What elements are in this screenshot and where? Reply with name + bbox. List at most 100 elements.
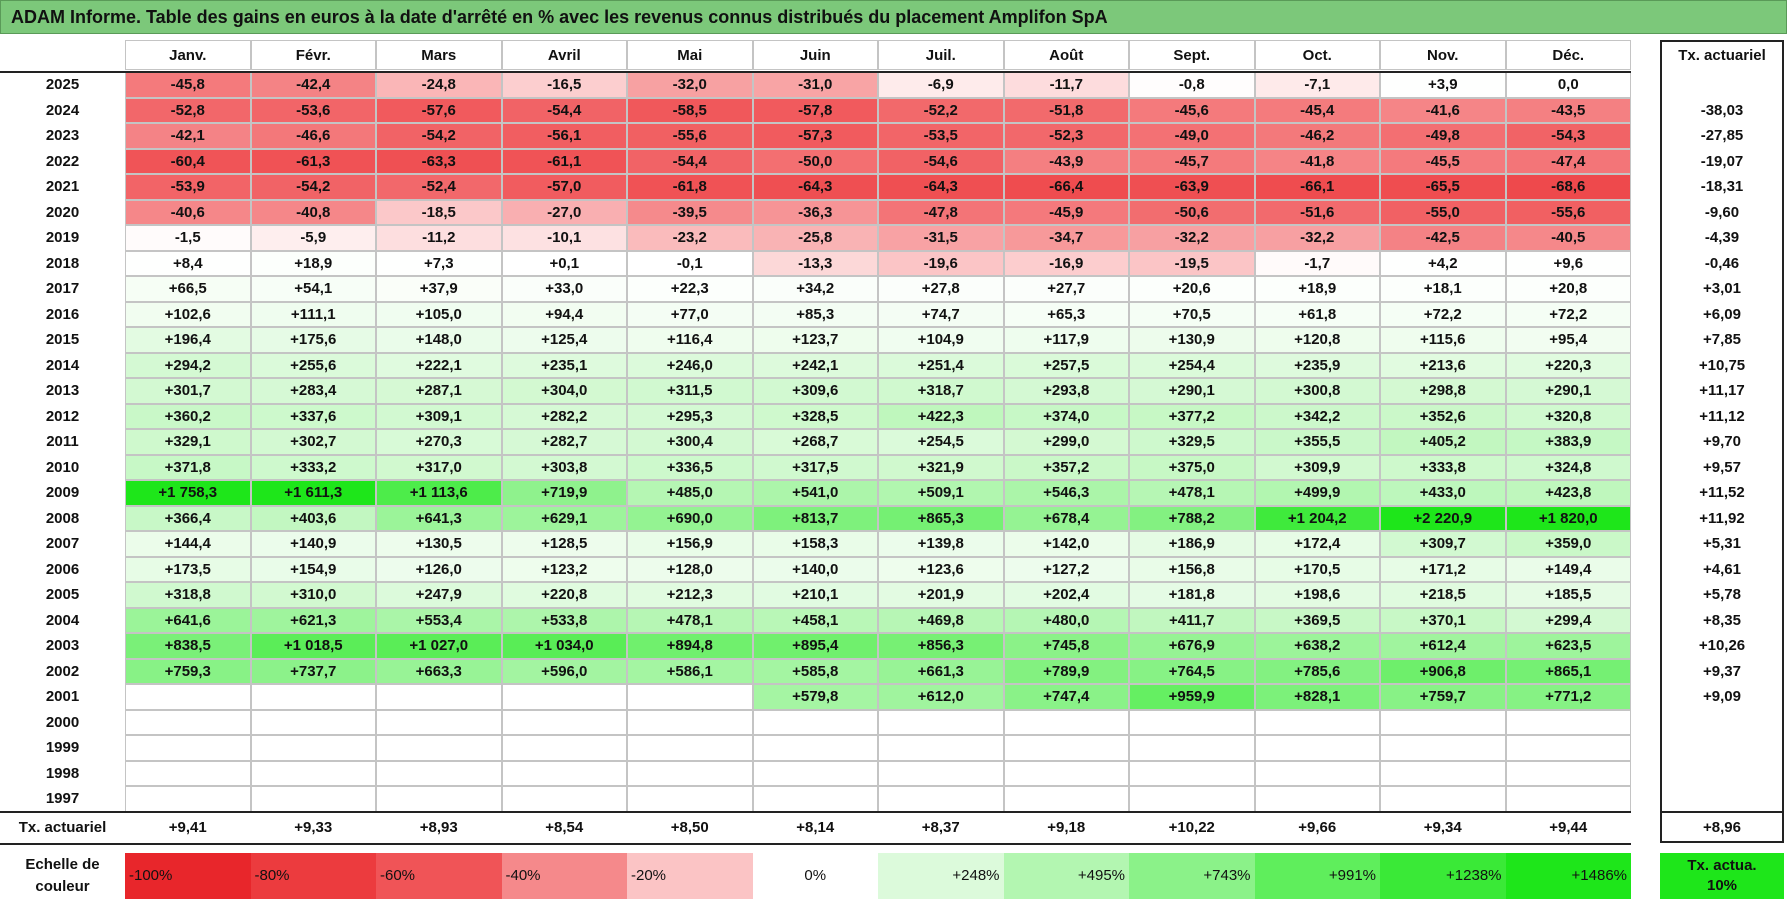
- value-cell: +220,8: [501, 582, 627, 608]
- value-cell: +171,2: [1380, 556, 1506, 582]
- value-cell: +813,7: [752, 505, 878, 531]
- year-label: 1998: [45, 764, 80, 782]
- value-cell: -60,4: [125, 148, 251, 174]
- value-cell: +20,8: [1505, 276, 1631, 302]
- value-cell: +318,7: [878, 378, 1004, 404]
- value-cell: +355,5: [1254, 429, 1380, 455]
- summary-cell: +8,50: [670, 819, 709, 836]
- value-cell: [501, 709, 627, 735]
- value-cell: +254,4: [1129, 352, 1255, 378]
- year-label: 2012: [45, 407, 80, 425]
- value-cell: +0,1: [501, 250, 627, 276]
- value-cell: +309,7: [1380, 531, 1506, 557]
- value-cell: +383,9: [1505, 429, 1631, 455]
- value-cell: +1 820,0: [1505, 505, 1631, 531]
- value-cell: [1505, 760, 1631, 786]
- value-cell: +403,6: [250, 505, 376, 531]
- value-cell: +74,7: [878, 301, 1004, 327]
- value-cell: +149,4: [1505, 556, 1631, 582]
- year-label: 2023: [45, 127, 80, 145]
- value-cell: +719,9: [501, 480, 627, 506]
- value-cell: +201,9: [878, 582, 1004, 608]
- value-cell: +737,7: [250, 658, 376, 684]
- value-cell: -31,5: [878, 225, 1004, 251]
- value-cell: +144,4: [125, 531, 251, 557]
- scale-stop: 0%: [752, 852, 878, 899]
- value-cell: [1129, 709, 1255, 735]
- value-cell: +1 611,3: [250, 480, 376, 506]
- column-header: Mars: [376, 40, 502, 70]
- value-cell: +293,8: [1003, 378, 1129, 404]
- value-cell: [878, 760, 1004, 786]
- value-cell: -41,8: [1254, 148, 1380, 174]
- value-cell: -16,5: [501, 72, 627, 98]
- value-cell: +759,7: [1380, 684, 1506, 710]
- value-cell: +317,5: [752, 454, 878, 480]
- value-cell: -52,3: [1003, 123, 1129, 149]
- value-cell: +329,5: [1129, 429, 1255, 455]
- value-cell: [752, 786, 878, 812]
- column-header: Juin: [752, 40, 878, 70]
- value-cell: +257,5: [1003, 352, 1129, 378]
- column-header: Oct.: [1254, 40, 1380, 70]
- value-cell: -40,8: [250, 199, 376, 225]
- value-cell: +546,3: [1003, 480, 1129, 506]
- value-cell: [250, 760, 376, 786]
- value-cell: +140,9: [250, 531, 376, 557]
- value-cell: +235,1: [501, 352, 627, 378]
- year-label: 2020: [45, 203, 80, 221]
- value-cell: +139,8: [878, 531, 1004, 557]
- value-cell: +509,1: [878, 480, 1004, 506]
- value-cell: +423,8: [1505, 480, 1631, 506]
- scale-stop: -60%: [376, 852, 502, 899]
- value-cell: +324,8: [1505, 454, 1631, 480]
- value-cell: -1,7: [1254, 250, 1380, 276]
- value-cell: +676,9: [1129, 633, 1255, 659]
- value-cell: +18,9: [250, 250, 376, 276]
- value-cell: +359,0: [1505, 531, 1631, 557]
- value-cell: [878, 786, 1004, 812]
- rate-cell: +11,12: [1699, 407, 1745, 425]
- value-cell: +123,6: [878, 556, 1004, 582]
- value-cell: +142,0: [1003, 531, 1129, 557]
- year-label: 2022: [45, 152, 80, 170]
- value-cell: +130,9: [1129, 327, 1255, 353]
- rate-cell: -18,31: [1700, 178, 1744, 196]
- value-cell: -13,3: [752, 250, 878, 276]
- rate-cell: +4,61: [1703, 560, 1741, 578]
- summary-cell: +10,22: [1168, 819, 1215, 836]
- value-cell: +287,1: [376, 378, 502, 404]
- value-cell: [250, 786, 376, 812]
- value-cell: -45,9: [1003, 199, 1129, 225]
- value-cell: -61,1: [501, 148, 627, 174]
- value-cell: -24,8: [376, 72, 502, 98]
- value-cell: +213,6: [1380, 352, 1506, 378]
- value-cell: +140,0: [752, 556, 878, 582]
- value-cell: -50,6: [1129, 199, 1255, 225]
- value-cell: +105,0: [376, 301, 502, 327]
- value-cell: [125, 735, 251, 761]
- value-cell: -55,0: [1380, 199, 1506, 225]
- column-header: Août: [1003, 40, 1129, 70]
- value-cell: +77,0: [627, 301, 753, 327]
- value-cell: +304,0: [501, 378, 627, 404]
- value-cell: +370,1: [1380, 607, 1506, 633]
- value-cell: +156,9: [627, 531, 753, 557]
- value-cell: [627, 709, 753, 735]
- rule: [0, 71, 1631, 73]
- value-cell: [250, 709, 376, 735]
- value-cell: +785,6: [1254, 658, 1380, 684]
- year-label: 2004: [45, 611, 80, 629]
- value-cell: -11,2: [376, 225, 502, 251]
- value-cell: +61,8: [1254, 301, 1380, 327]
- value-cell: +8,4: [125, 250, 251, 276]
- value-cell: -53,9: [125, 174, 251, 200]
- scale-rate: Tx. actua. 10%: [1660, 852, 1784, 899]
- value-cell: -23,2: [627, 225, 753, 251]
- value-cell: +663,3: [376, 658, 502, 684]
- value-cell: -40,6: [125, 199, 251, 225]
- value-cell: +294,2: [125, 352, 251, 378]
- value-cell: +586,1: [627, 658, 753, 684]
- value-cell: +7,3: [376, 250, 502, 276]
- value-cell: [878, 735, 1004, 761]
